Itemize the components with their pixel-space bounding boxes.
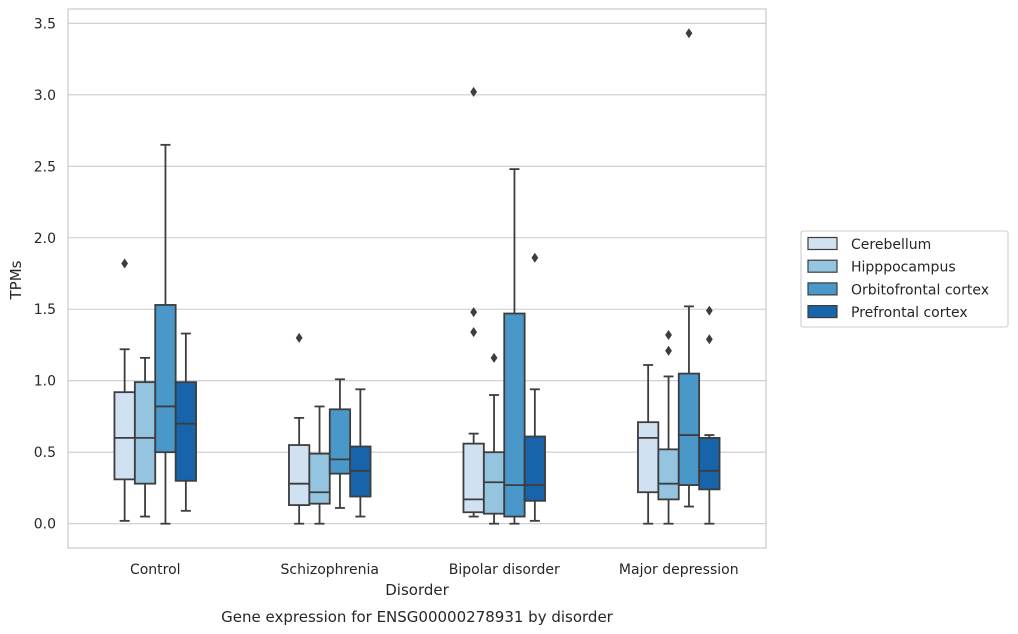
y-tick-label: 3.5 — [34, 16, 56, 32]
iqr-box — [174, 381, 197, 482]
x-tick-labels: Control Schizophrenia Bipolar disorder Majo… — [130, 562, 739, 578]
iqr-box — [113, 391, 136, 481]
iqr-box — [462, 442, 485, 514]
y-axis-label: TPMs — [7, 260, 25, 300]
box-hipppocampus — [657, 329, 680, 525]
box-cerebellum — [288, 332, 311, 525]
outlier-point — [665, 329, 672, 340]
y-tick-label: 0.5 — [34, 445, 56, 461]
box-orbitofrontal-cortex — [677, 28, 701, 508]
iqr-box — [133, 381, 157, 485]
x-tick-label: Schizophrenia — [281, 562, 379, 578]
outlier-point — [470, 307, 478, 318]
outlier-point — [531, 252, 539, 263]
legend-label: Orbitofrontal cortex — [851, 282, 989, 298]
iqr-box — [677, 372, 701, 486]
box-hipppocampus — [308, 405, 331, 525]
y-tick-labels: 0.0 0.5 1.0 1.5 2.0 2.5 3.0 3.5 — [34, 16, 56, 532]
y-tick-label: 2.0 — [34, 231, 56, 247]
x-tick-label: Bipolar disorder — [449, 562, 560, 578]
outlier-point — [470, 86, 478, 97]
legend-swatch — [807, 236, 838, 251]
legend-frame — [800, 230, 1009, 328]
x-axis-label: Disorder — [385, 581, 449, 599]
iqr-box — [657, 448, 680, 501]
x-tick-label: Major depression — [619, 562, 739, 578]
box-prefrontal-cortex — [698, 305, 721, 525]
outlier-point — [470, 327, 478, 338]
box-hipppocampus — [133, 356, 157, 518]
outlier-point — [121, 258, 129, 269]
outlier-point — [685, 28, 693, 39]
y-tick-label: 0.0 — [34, 517, 56, 533]
y-tick-label: 2.5 — [34, 159, 56, 175]
legend-label: Cerebellum — [851, 237, 931, 253]
iqr-box — [288, 444, 311, 507]
iqr-box — [523, 435, 546, 502]
iqr-box — [328, 408, 352, 475]
legend: Cerebellum Hipppocampus Orbitofrontal cort… — [800, 230, 1009, 328]
outlier-point — [665, 345, 672, 356]
legend-swatch — [807, 282, 838, 296]
plot-frame — [67, 8, 767, 549]
box-prefrontal-cortex — [174, 332, 197, 512]
iqr-box — [308, 452, 331, 505]
box-prefrontal-cortex — [349, 388, 372, 518]
outlier-point — [705, 334, 713, 345]
outlier-point — [295, 332, 303, 343]
box-cerebellum — [113, 258, 136, 522]
y-tick-label: 1.0 — [34, 374, 56, 390]
outlier-point — [705, 305, 713, 316]
legend-label: Prefrontal cortex — [851, 305, 968, 321]
box-orbitofrontal-cortex — [503, 168, 526, 525]
iqr-box — [637, 421, 660, 494]
box-cerebellum — [637, 364, 660, 525]
box-cerebellum — [462, 86, 485, 518]
box-orbitofrontal-cortex — [328, 378, 352, 509]
box-prefrontal-cortex — [523, 252, 546, 522]
legend-label: Hipppocampus — [851, 260, 956, 276]
x-tick-label: Control — [130, 562, 181, 578]
box-plots — [113, 28, 721, 525]
outlier-point — [490, 352, 498, 363]
legend-swatch — [807, 259, 838, 273]
chart-caption: Gene expression for ENSG00000278931 by d… — [221, 608, 614, 626]
y-tick-label: 3.0 — [34, 88, 56, 104]
iqr-box — [698, 437, 721, 491]
iqr-box — [154, 304, 177, 454]
box-orbitofrontal-cortex — [154, 143, 177, 525]
y-tick-label: 1.5 — [34, 302, 56, 318]
box-hipppocampus — [482, 352, 506, 525]
legend-swatch — [807, 305, 838, 319]
iqr-box — [503, 312, 526, 518]
